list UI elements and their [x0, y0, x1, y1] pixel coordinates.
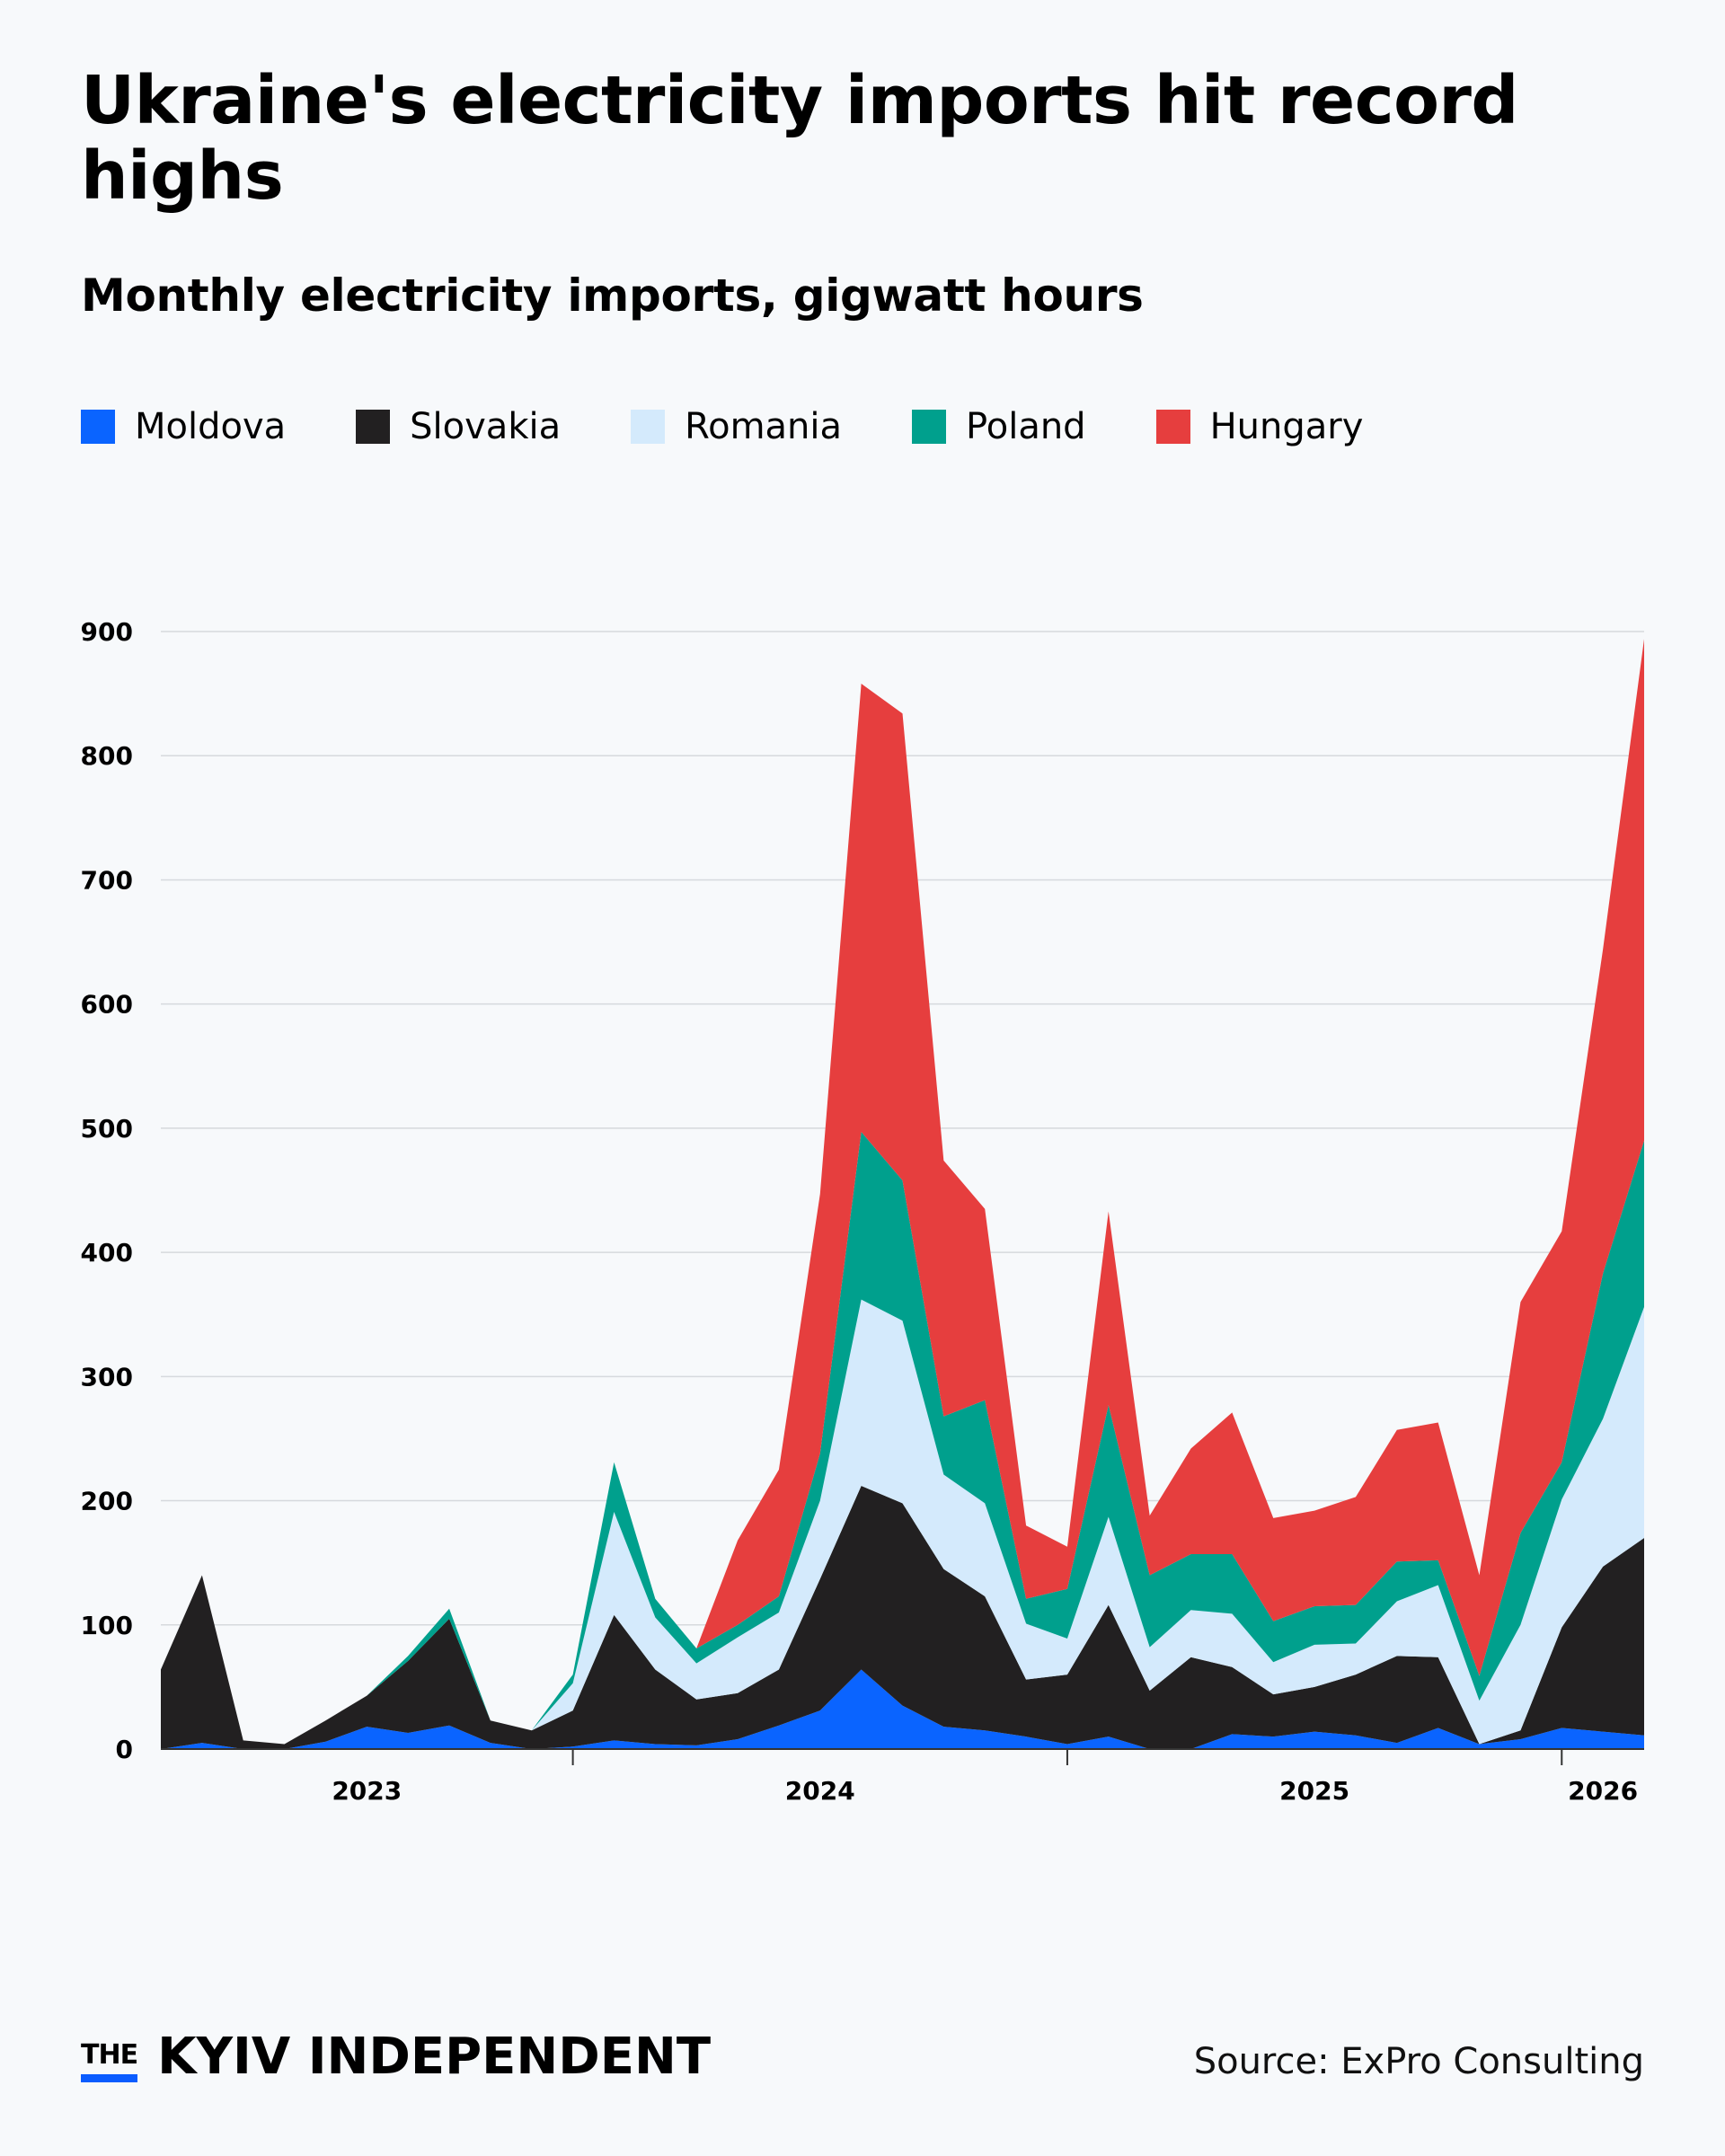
y-tick-label: 400: [81, 1238, 133, 1268]
legend-swatch-slovakia: [356, 410, 391, 444]
chart-subtitle: Monthly electricity imports, gigwatt hou…: [81, 270, 1144, 322]
stacked-area-chart: 0 100 200 300 400 500 600 700 800 900 2023 2024 2025…: [81, 617, 1644, 1806]
legend: Moldova Slovakia Romania Poland Hungary: [81, 406, 1433, 447]
logo-the: THE: [81, 2042, 138, 2082]
area-poland: [161, 1132, 1644, 1745]
legend-item-poland: Poland: [912, 406, 1086, 447]
y-tick-label: 0: [116, 1735, 133, 1764]
legend-swatch-romania: [631, 410, 666, 444]
y-tick-label: 900: [81, 617, 133, 647]
x-tick-label: 2026: [1568, 1776, 1638, 1806]
legend-swatch-poland: [912, 410, 947, 444]
legend-item-hungary: Hungary: [1155, 406, 1364, 447]
y-tick-label: 500: [81, 1114, 133, 1144]
legend-swatch-hungary: [1155, 410, 1190, 444]
legend-item-romania: Romania: [631, 406, 842, 447]
x-tick-label: 2023: [332, 1776, 402, 1806]
x-tick-label: 2025: [1279, 1776, 1349, 1806]
y-tick-label: 300: [81, 1362, 133, 1392]
source-note: Source: ExPro Consulting: [1193, 2041, 1644, 2082]
area-slovakia: [161, 1485, 1644, 1749]
y-tick-label: 200: [81, 1487, 133, 1516]
legend-item-slovakia: Slovakia: [356, 406, 561, 447]
legend-label: Slovakia: [410, 406, 562, 447]
legend-swatch-moldova: [81, 410, 115, 444]
kyiv-independent-logo: THE KYIV INDEPENDENT: [81, 2032, 711, 2082]
x-tick-label: 2024: [785, 1776, 855, 1806]
chart-title: Ukraine's electricity imports hit record…: [81, 62, 1518, 215]
legend-label: Poland: [966, 406, 1086, 447]
logo-wordmark: KYIV INDEPENDENT: [157, 2028, 712, 2086]
y-tick-label: 600: [81, 990, 133, 1020]
area-romania: [161, 1299, 1644, 1745]
y-tick-label: 800: [81, 741, 133, 771]
y-tick-label: 700: [81, 865, 133, 895]
area-hungary: [161, 639, 1644, 1745]
y-tick-label: 100: [81, 1611, 133, 1640]
legend-label: Moldova: [135, 406, 287, 447]
area-moldova: [161, 1669, 1644, 1749]
legend-item-moldova: Moldova: [81, 406, 286, 447]
legend-label: Hungary: [1209, 406, 1364, 447]
legend-label: Romania: [685, 406, 843, 447]
